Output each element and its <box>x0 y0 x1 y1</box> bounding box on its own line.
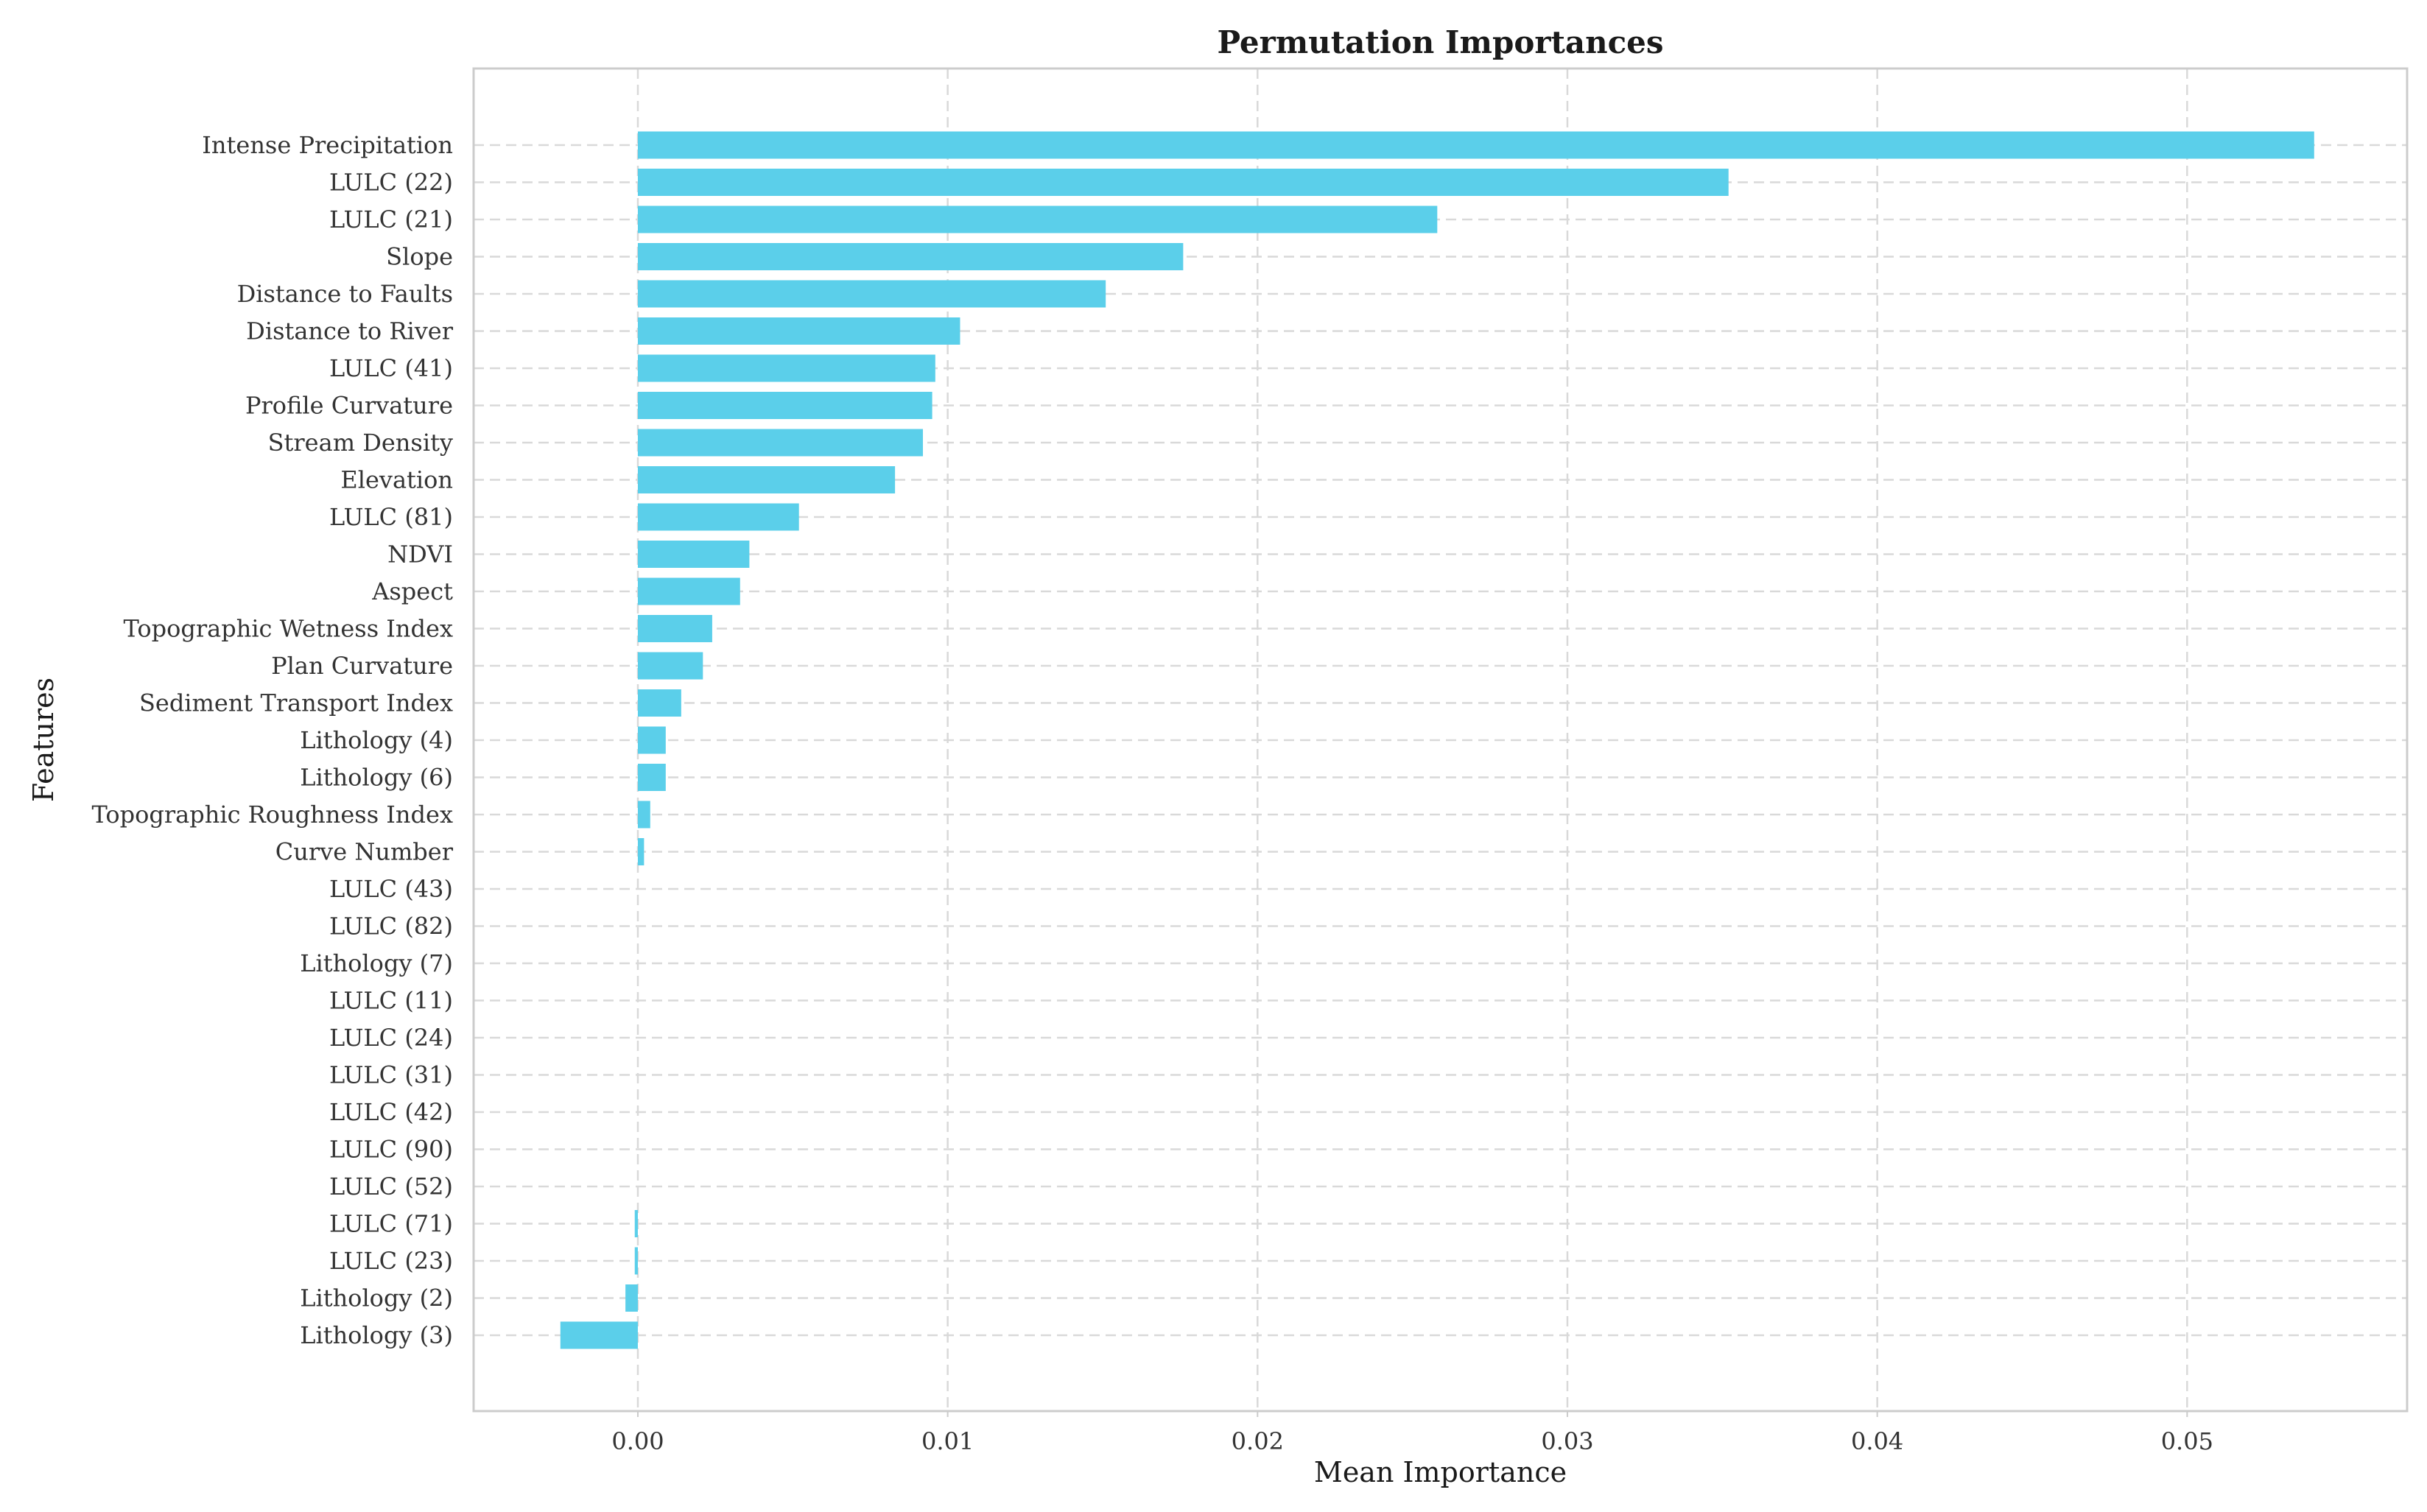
y-tick-label: Curve Number <box>275 838 454 866</box>
y-tick-label: Profile Curvature <box>245 392 453 420</box>
x-tick-label: 0.04 <box>1851 1427 1903 1455</box>
y-tick-label: LULC (90) <box>329 1136 453 1164</box>
bar <box>637 503 799 531</box>
bar <box>637 205 1438 233</box>
y-tick-label: LULC (22) <box>329 169 453 197</box>
y-tick-label: Stream Density <box>268 429 453 457</box>
bar <box>634 1247 638 1275</box>
bar <box>637 689 681 717</box>
bar <box>637 652 703 680</box>
y-tick-label: LULC (81) <box>329 503 453 531</box>
bar <box>560 1321 638 1349</box>
y-tick-label: Lithology (6) <box>300 764 453 792</box>
y-tick-label: Elevation <box>340 466 453 494</box>
x-axis-label: Mean Importance <box>1314 1456 1567 1488</box>
bar <box>637 317 960 345</box>
bar <box>625 1284 638 1312</box>
y-tick-label: LULC (71) <box>329 1210 453 1238</box>
x-tick-label: 0.01 <box>921 1427 974 1455</box>
bar <box>637 764 666 791</box>
grid-lines <box>474 68 2407 1411</box>
y-tick-label: Aspect <box>371 577 453 605</box>
bar <box>637 280 1106 308</box>
bar <box>634 1210 638 1237</box>
x-tick-label: 0.00 <box>611 1427 664 1455</box>
bar <box>637 243 1184 270</box>
y-tick-label: Slope <box>386 243 453 271</box>
bar <box>637 801 650 829</box>
y-tick-label: Lithology (7) <box>300 949 453 977</box>
y-tick-labels: Intense Precipitation LULC (22) LULC (21) S… <box>92 131 454 1349</box>
x-tick-label: 0.02 <box>1232 1427 1284 1455</box>
y-tick-label: LULC (82) <box>329 913 453 940</box>
bar <box>637 466 896 493</box>
y-tick-label: Lithology (3) <box>300 1321 453 1349</box>
y-tick-label: Topographic Wetness Index <box>123 615 453 643</box>
y-tick-label: LULC (52) <box>329 1172 453 1200</box>
y-tick-label: LULC (21) <box>329 205 453 233</box>
y-tick-label: LULC (43) <box>329 875 453 903</box>
bars <box>560 131 2314 1349</box>
y-tick-label: Distance to River <box>246 317 454 345</box>
y-tick-label: LULC (11) <box>329 987 453 1015</box>
x-tick-label: 0.05 <box>2161 1427 2213 1455</box>
y-tick-label: Topographic Roughness Index <box>92 801 454 829</box>
y-tick-label: Distance to Faults <box>237 280 453 308</box>
plot-frame <box>472 67 2409 1413</box>
x-tick-labels: 0.00 0.01 0.02 0.03 0.04 0.05 <box>611 1411 2213 1455</box>
bar <box>637 615 712 642</box>
y-tick-label: NDVI <box>387 541 453 569</box>
bar <box>637 354 935 382</box>
y-tick-label: LULC (42) <box>329 1098 453 1126</box>
bar <box>637 131 2314 159</box>
y-tick-label: LULC (31) <box>329 1061 453 1089</box>
y-tick-label: LULC (23) <box>329 1247 453 1275</box>
y-tick-label: Lithology (4) <box>300 726 453 754</box>
bar <box>637 541 750 568</box>
x-tick-label: 0.03 <box>1541 1427 1593 1455</box>
bar <box>637 577 740 605</box>
chart-title: Permutation Importances <box>1217 24 1663 60</box>
y-tick-label: LULC (41) <box>329 354 453 382</box>
y-tick-label: LULC (24) <box>329 1024 453 1052</box>
bar <box>637 726 666 754</box>
bar <box>637 429 923 457</box>
y-tick-label: Plan Curvature <box>271 652 453 680</box>
y-axis-label: Features <box>27 678 60 802</box>
y-tick-label: Intense Precipitation <box>202 131 453 159</box>
bar <box>637 838 644 865</box>
bar <box>637 169 1729 196</box>
bar <box>637 392 932 419</box>
y-tick-label: Lithology (2) <box>300 1284 453 1312</box>
y-tick-label: Sediment Transport Index <box>139 689 453 717</box>
